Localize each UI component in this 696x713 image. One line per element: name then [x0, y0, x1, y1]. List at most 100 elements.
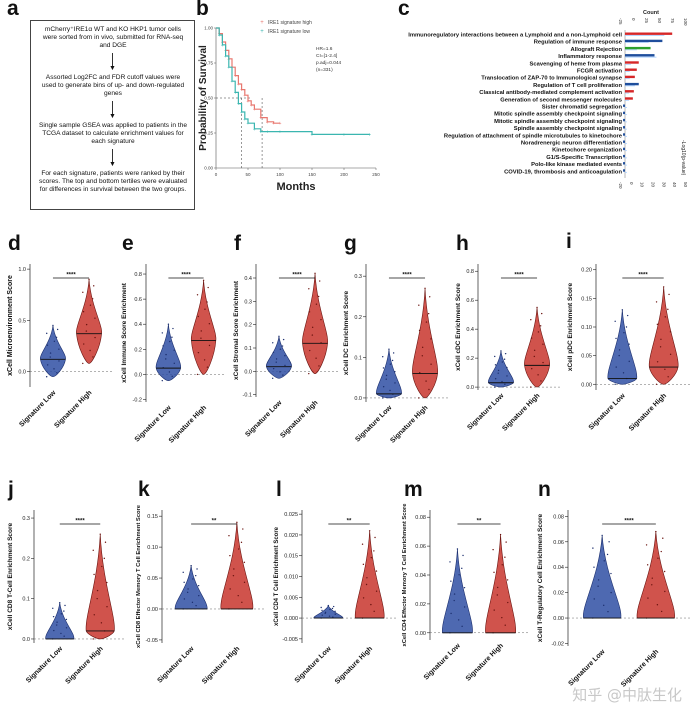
data-point — [275, 361, 277, 363]
data-point — [453, 593, 456, 595]
data-point — [229, 588, 231, 590]
data-point — [190, 564, 192, 567]
pathway-bar — [625, 46, 651, 50]
bottom-tick-label: 0 — [629, 182, 634, 185]
data-point — [493, 609, 495, 611]
censor-mark: + — [243, 117, 246, 123]
data-point — [539, 325, 542, 327]
data-point — [183, 581, 185, 584]
category-label: Signature Low — [18, 389, 57, 428]
data-point — [284, 355, 286, 357]
data-point — [89, 349, 91, 352]
data-point — [603, 604, 605, 607]
category-label: Signature Low — [244, 399, 283, 438]
pathway-bar — [623, 140, 625, 143]
data-point — [206, 366, 209, 368]
y-tick-label: 0.00 — [147, 607, 158, 613]
y-tick-label: 0.3 — [22, 516, 30, 522]
y-tick-label: 0.04 — [415, 573, 426, 579]
data-point — [85, 323, 88, 326]
y-tick-label: -0.005 — [282, 637, 298, 643]
pathway-label: Polo-like kinase mediated events — [531, 162, 622, 168]
data-point — [461, 625, 463, 628]
y-tick-label: 0.4 — [134, 322, 142, 328]
pathway-bar — [623, 169, 625, 172]
data-point — [662, 537, 664, 539]
data-point — [504, 383, 506, 386]
data-point — [161, 379, 163, 382]
data-point — [501, 616, 503, 619]
data-point — [608, 541, 610, 543]
data-point — [200, 330, 202, 332]
data-point — [388, 348, 390, 350]
data-point — [622, 372, 625, 374]
data-point — [421, 355, 424, 357]
category-label: Signature High — [628, 392, 668, 432]
censor-mark: + — [311, 132, 314, 138]
data-point — [457, 619, 460, 621]
data-point — [279, 371, 281, 373]
y-tick-label: -0.1 — [243, 393, 252, 399]
data-point — [94, 336, 96, 339]
data-point — [321, 614, 323, 616]
data-point — [332, 616, 334, 618]
data-point — [533, 355, 536, 358]
data-point — [507, 601, 509, 604]
data-point — [531, 368, 533, 370]
data-point — [282, 374, 284, 376]
data-point — [463, 606, 466, 608]
data-point — [497, 372, 499, 374]
censor-mark: + — [253, 107, 256, 113]
y-tick-label: 0.08 — [553, 514, 564, 520]
pathway-label: Mitotic spindle assembly checkpoint sign… — [494, 112, 622, 118]
data-point — [382, 356, 384, 358]
data-point — [173, 349, 175, 351]
y-tick-label: 0.04 — [553, 565, 564, 571]
violin-high — [636, 531, 675, 619]
violin-high — [412, 288, 438, 399]
data-point — [506, 366, 508, 369]
significance-label: **** — [402, 273, 412, 279]
survival-line-low — [216, 27, 370, 135]
data-point — [317, 295, 320, 298]
y-tick-label: 0.2 — [22, 556, 30, 562]
data-point — [430, 363, 432, 365]
data-point — [533, 349, 536, 352]
data-point — [208, 323, 211, 325]
censor-mark: + — [253, 127, 256, 133]
y-tick-label: 0.8 — [134, 272, 142, 278]
data-point — [421, 346, 424, 349]
pathway-bar — [625, 54, 655, 57]
y-tick-label: 0.06 — [415, 544, 426, 550]
data-point — [542, 361, 544, 364]
data-point — [191, 601, 194, 604]
censor-mark: + — [243, 93, 246, 99]
data-point — [663, 570, 666, 573]
data-point — [208, 344, 211, 347]
data-point — [311, 326, 314, 329]
data-point — [94, 317, 96, 319]
data-point — [625, 326, 628, 328]
data-point — [200, 337, 202, 339]
y-tick-label: 0.10 — [581, 325, 592, 331]
y-tick-label: 0.0 — [354, 396, 362, 402]
data-point — [656, 323, 659, 326]
data-point — [93, 573, 95, 576]
data-point — [418, 397, 420, 399]
data-point — [228, 534, 230, 537]
y-tick-label: 0.3 — [244, 299, 252, 305]
y-tick-label: 1.0 — [18, 267, 26, 273]
violin-low — [376, 349, 402, 399]
data-point — [321, 609, 323, 612]
violin-high — [524, 307, 550, 388]
y-tick-label: 0.8 — [466, 269, 474, 275]
data-point — [450, 580, 452, 582]
violin-high — [302, 273, 328, 374]
category-label: Signature Low — [588, 392, 627, 431]
data-point — [63, 635, 65, 637]
data-point — [462, 554, 464, 557]
data-point — [651, 577, 653, 579]
x-tick-label: 150 — [308, 172, 316, 177]
data-point — [382, 386, 385, 388]
violin-chart-n: 0.08 0.06 0.04 0.02 0.00 -0.02 Signature Low Si… — [537, 510, 690, 689]
